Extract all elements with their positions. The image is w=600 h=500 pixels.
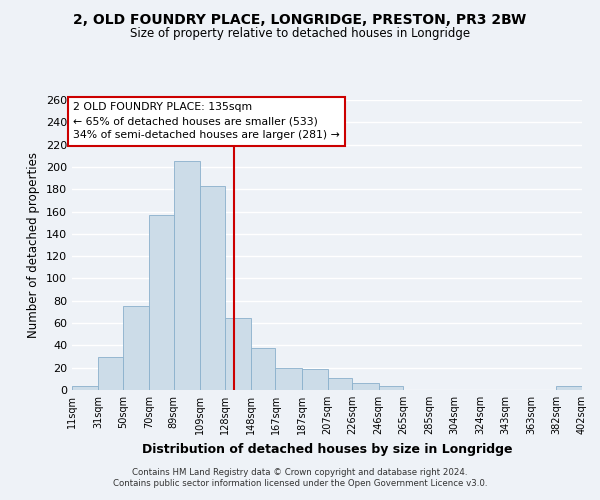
Bar [72,386,98,390]
Text: Size of property relative to detached houses in Longridge: Size of property relative to detached ho… [130,28,470,40]
Bar [224,318,251,390]
Text: 2, OLD FOUNDRY PLACE, LONGRIDGE, PRESTON, PR3 2BW: 2, OLD FOUNDRY PLACE, LONGRIDGE, PRESTON… [73,12,527,26]
Bar [556,386,582,390]
Bar [251,348,275,390]
Bar [352,384,379,390]
Bar [123,306,149,390]
Text: 2 OLD FOUNDRY PLACE: 135sqm
← 65% of detached houses are smaller (533)
34% of se: 2 OLD FOUNDRY PLACE: 135sqm ← 65% of det… [73,102,340,140]
Bar [275,368,302,390]
X-axis label: Distribution of detached houses by size in Longridge: Distribution of detached houses by size … [142,442,512,456]
Bar [328,378,352,390]
Bar [149,215,174,390]
Bar [302,369,328,390]
Bar [174,162,200,390]
Bar [379,386,403,390]
Text: Contains HM Land Registry data © Crown copyright and database right 2024.
Contai: Contains HM Land Registry data © Crown c… [113,468,487,487]
Bar [98,356,123,390]
Bar [200,186,224,390]
Y-axis label: Number of detached properties: Number of detached properties [28,152,40,338]
